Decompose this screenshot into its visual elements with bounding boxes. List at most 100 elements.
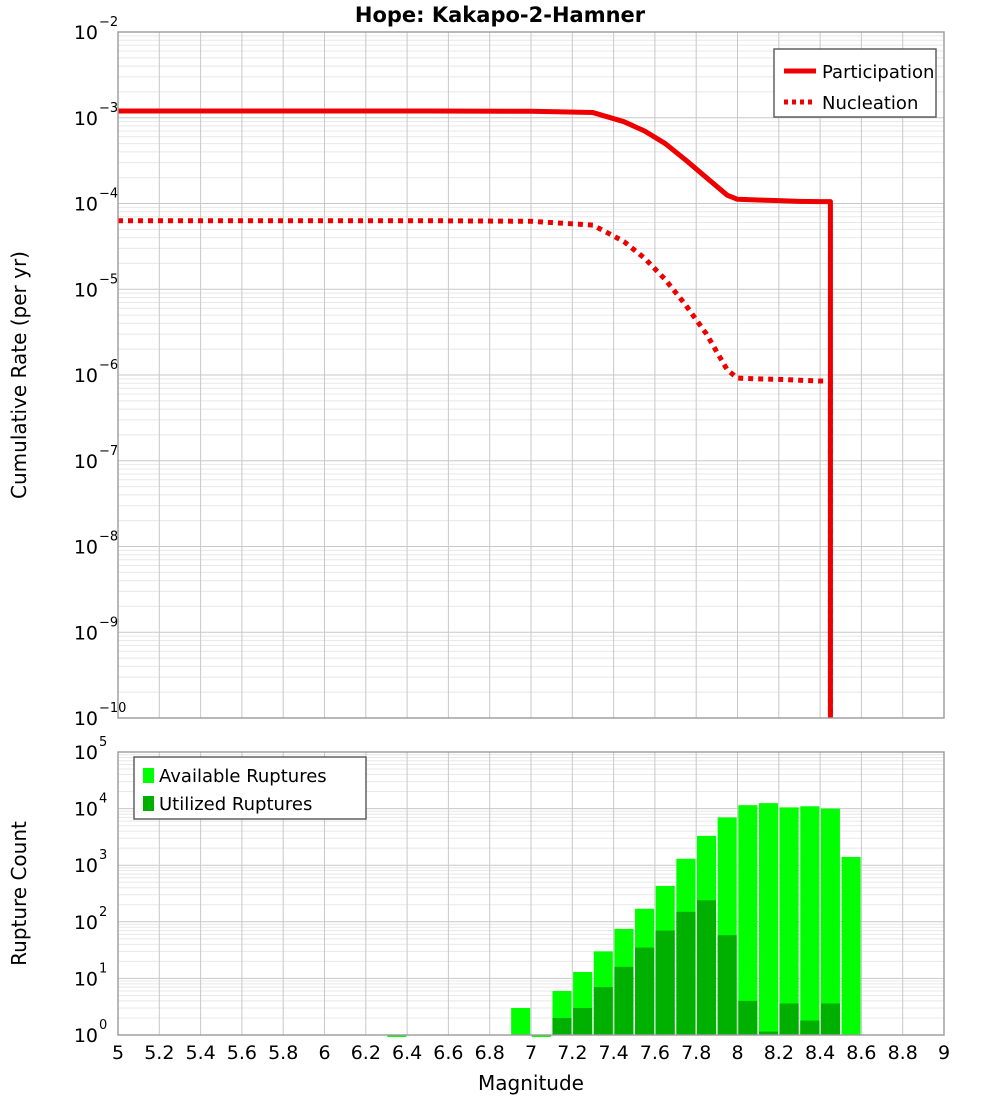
y-tick-label: 10 bbox=[74, 279, 98, 301]
bar-available bbox=[800, 806, 820, 1035]
bar-utilized bbox=[738, 1000, 758, 1035]
y-tick-exponent: −9 bbox=[99, 615, 118, 630]
y-tick-exponent: 1 bbox=[99, 961, 107, 976]
y-tick-exponent: −3 bbox=[99, 101, 118, 116]
y-tick-label: 10 bbox=[74, 799, 98, 821]
x-tick-label: 7.4 bbox=[598, 1042, 628, 1064]
bar-utilized bbox=[635, 947, 655, 1035]
x-tick-label: 5.4 bbox=[185, 1042, 215, 1064]
y-tick-exponent: 4 bbox=[99, 792, 107, 807]
y-tick-exponent: −7 bbox=[99, 444, 118, 459]
bottom-y-axis-label: Rupture Count bbox=[7, 821, 31, 966]
y-tick-exponent: 3 bbox=[99, 848, 107, 863]
legend-label-participation: Participation bbox=[822, 62, 934, 83]
x-tick-label: 5.2 bbox=[144, 1042, 174, 1064]
bottom-x-tick-labels: 5 5.2 5.4 5.6 5.8 6 6.2 6.4 6.6 6.8 7 7.2 7.4 7.6 7.8 8… bbox=[112, 1042, 950, 1064]
legend-swatch-utilized bbox=[143, 796, 154, 811]
y-tick-label: 10 bbox=[74, 194, 98, 216]
bar-utilized bbox=[800, 1020, 820, 1035]
top-y-tick-labels: 10−210−310−410−510−610−710−810−910−10 bbox=[74, 15, 127, 730]
bar-utilized bbox=[717, 935, 737, 1035]
bar-available bbox=[779, 807, 799, 1035]
x-tick-label: 5.6 bbox=[227, 1042, 257, 1064]
curve-nucleation bbox=[118, 218, 833, 718]
bar-utilized bbox=[573, 1007, 593, 1035]
bar-available bbox=[738, 805, 758, 1035]
x-tick-label: 6 bbox=[318, 1042, 330, 1064]
bar-utilized bbox=[593, 987, 613, 1035]
bar-available bbox=[511, 1007, 531, 1035]
x-tick-label: 8.4 bbox=[805, 1042, 835, 1064]
bar-available bbox=[820, 808, 840, 1035]
bar-utilized bbox=[614, 966, 634, 1035]
x-tick-label: 6.2 bbox=[351, 1042, 381, 1064]
curve-participation bbox=[118, 108, 833, 718]
legend-label-available: Available Ruptures bbox=[159, 766, 327, 787]
y-tick-exponent: −2 bbox=[99, 15, 118, 30]
x-tick-label: 6.8 bbox=[475, 1042, 505, 1064]
x-tick-label: 8 bbox=[731, 1042, 743, 1064]
y-tick-label: 10 bbox=[74, 855, 98, 877]
bottom-bars bbox=[387, 803, 861, 1037]
bar-utilized bbox=[697, 900, 717, 1035]
bar-available bbox=[387, 1035, 407, 1037]
y-tick-label: 10 bbox=[74, 1025, 98, 1047]
bar-utilized bbox=[820, 1003, 840, 1035]
top-legend-box bbox=[773, 48, 937, 118]
bar-utilized bbox=[676, 911, 696, 1035]
y-tick-exponent: −10 bbox=[99, 701, 126, 716]
cumulative-rate-panel: 10−210−310−410−510−610−710−810−910−10 Cu… bbox=[7, 15, 945, 730]
y-tick-exponent: −5 bbox=[99, 272, 118, 287]
x-tick-label: 8.8 bbox=[888, 1042, 918, 1064]
bar-utilized bbox=[758, 1031, 778, 1035]
bar-available bbox=[841, 856, 861, 1035]
y-tick-label: 10 bbox=[74, 108, 98, 130]
y-tick-label: 10 bbox=[74, 622, 98, 644]
x-tick-label: 6.4 bbox=[392, 1042, 422, 1064]
y-tick-exponent: −4 bbox=[99, 187, 118, 202]
y-tick-label: 10 bbox=[74, 968, 98, 990]
bottom-legend[interactable]: Available Ruptures Utilized Ruptures bbox=[133, 756, 367, 820]
y-tick-label: 10 bbox=[74, 365, 98, 387]
x-tick-label: 7.2 bbox=[557, 1042, 587, 1064]
legend-label-utilized: Utilized Ruptures bbox=[159, 794, 312, 815]
top-legend[interactable]: Participation Nucleation bbox=[773, 48, 937, 118]
legend-swatch-available bbox=[143, 768, 154, 783]
y-tick-label: 10 bbox=[74, 451, 98, 473]
y-tick-label: 10 bbox=[74, 22, 98, 44]
bar-available bbox=[531, 1035, 551, 1037]
x-tick-label: 9 bbox=[938, 1042, 950, 1064]
y-tick-label: 10 bbox=[74, 708, 98, 730]
x-tick-label: 8.2 bbox=[764, 1042, 794, 1064]
y-tick-exponent: 5 bbox=[99, 735, 107, 750]
y-tick-label: 10 bbox=[74, 912, 98, 934]
x-tick-label: 7.8 bbox=[681, 1042, 711, 1064]
y-tick-exponent: 2 bbox=[99, 905, 107, 920]
top-plot-frame bbox=[117, 31, 945, 719]
y-tick-exponent: −6 bbox=[99, 358, 118, 373]
y-tick-exponent: 0 bbox=[99, 1018, 107, 1033]
page-title: Hope: Kakapo-2-Hamner bbox=[355, 3, 646, 27]
x-tick-label: 7 bbox=[525, 1042, 537, 1064]
bar-utilized bbox=[655, 930, 675, 1035]
x-tick-label: 8.6 bbox=[846, 1042, 876, 1064]
bar-utilized bbox=[779, 1003, 799, 1035]
x-tick-label: 5.8 bbox=[268, 1042, 298, 1064]
y-tick-exponent: −8 bbox=[99, 530, 118, 545]
y-tick-label: 10 bbox=[74, 537, 98, 559]
top-major-gridlines bbox=[117, 31, 945, 719]
bottom-x-axis-label: Magnitude bbox=[478, 1071, 584, 1095]
x-tick-label: 5 bbox=[112, 1042, 124, 1064]
bar-available bbox=[758, 803, 778, 1035]
bottom-plot-frame bbox=[117, 751, 945, 1036]
bar-utilized bbox=[552, 1017, 572, 1035]
top-y-axis-label: Cumulative Rate (per yr) bbox=[7, 251, 31, 499]
x-tick-label: 6.6 bbox=[433, 1042, 463, 1064]
top-data-curves bbox=[118, 108, 833, 718]
x-tick-label: 7.6 bbox=[640, 1042, 670, 1064]
y-tick-label: 10 bbox=[74, 742, 98, 764]
